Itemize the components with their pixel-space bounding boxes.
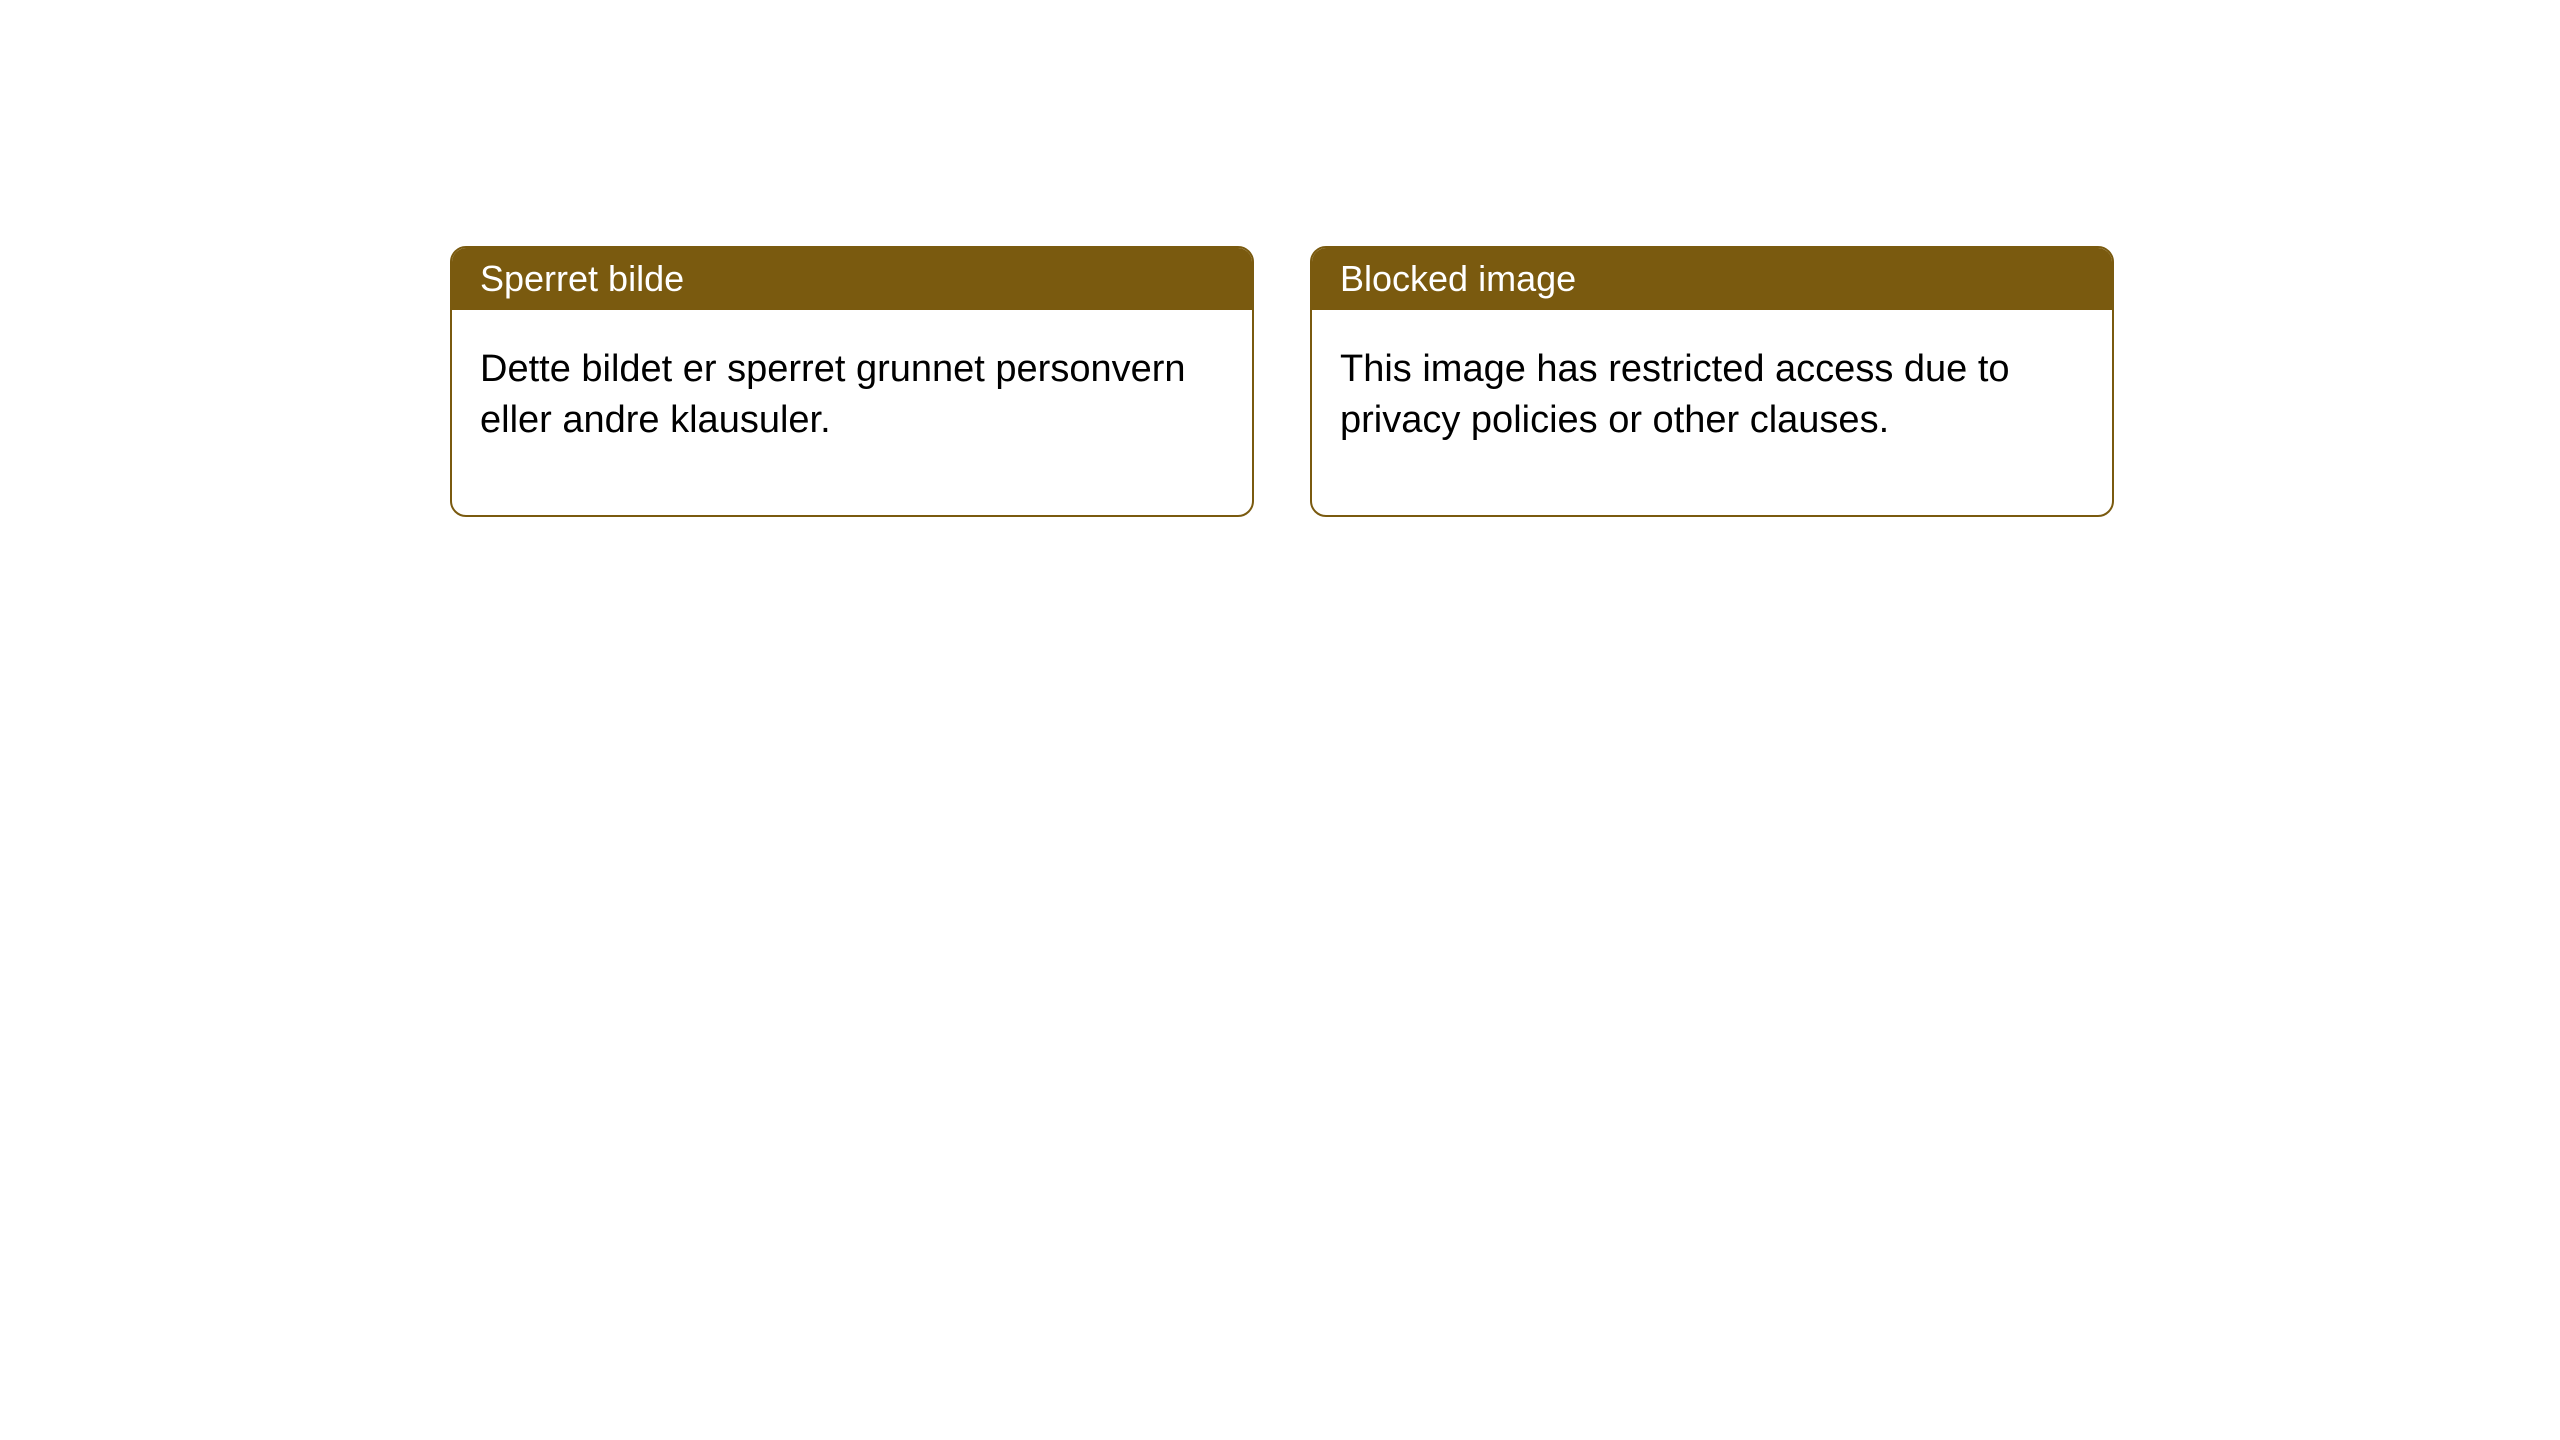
notice-header: Blocked image [1312,248,2112,310]
notice-header: Sperret bilde [452,248,1252,310]
notice-body: Dette bildet er sperret grunnet personve… [452,310,1252,515]
notice-container: Sperret bilde Dette bildet er sperret gr… [0,0,2560,517]
notice-title: Sperret bilde [480,258,1224,300]
notice-body: This image has restricted access due to … [1312,310,2112,515]
notice-text: This image has restricted access due to … [1340,344,2084,447]
notice-title: Blocked image [1340,258,2084,300]
notice-text: Dette bildet er sperret grunnet personve… [480,344,1224,447]
notice-card-english: Blocked image This image has restricted … [1310,246,2114,517]
notice-card-norwegian: Sperret bilde Dette bildet er sperret gr… [450,246,1254,517]
